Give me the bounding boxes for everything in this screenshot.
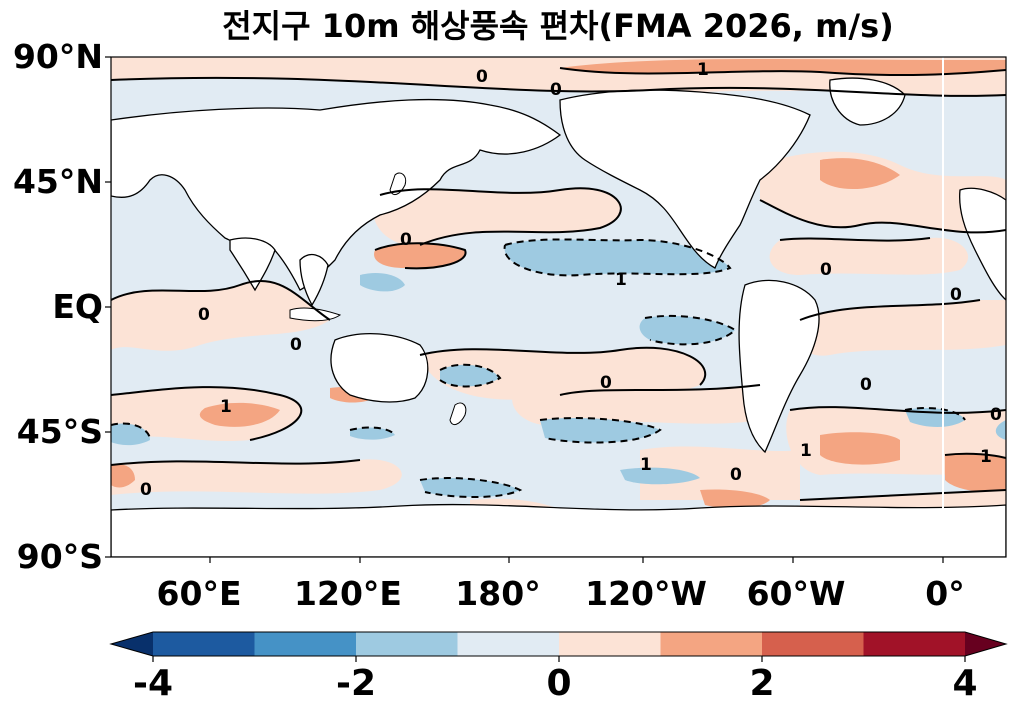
x-tick-label-60w: 60°W bbox=[746, 574, 846, 613]
contour-label: 0 bbox=[400, 230, 412, 250]
colorbar-segment bbox=[762, 632, 864, 656]
colorbar-label-0: 0 bbox=[546, 663, 572, 704]
contour-label-secondary: 1 bbox=[800, 441, 812, 461]
land-masses bbox=[111, 77, 1006, 557]
contour-label-secondary: 1 bbox=[980, 447, 992, 467]
colorbar-extend-over bbox=[965, 632, 1006, 656]
continent-australia bbox=[330, 333, 429, 403]
continent-africa-east bbox=[959, 187, 1006, 301]
colorbar-segment bbox=[660, 632, 762, 656]
continent-southeast-asia bbox=[299, 253, 329, 307]
x-tick-label-60e: 60°E bbox=[156, 574, 242, 613]
continent-greenland bbox=[829, 77, 906, 126]
colorbar-segment bbox=[457, 632, 559, 656]
contour-label-secondary: 1 bbox=[220, 397, 232, 417]
continent-north-america bbox=[559, 89, 811, 269]
contour-label: 0 bbox=[730, 465, 742, 485]
continent-new-zealand bbox=[449, 402, 467, 426]
x-tick-label-0: 0° bbox=[925, 574, 965, 613]
contour-label: 0 bbox=[990, 405, 1002, 425]
moderate-negative-anomalies bbox=[111, 239, 1006, 497]
map-title: 전지구 10m 해상풍속 편차(FMA 2026, m/s) bbox=[222, 7, 894, 45]
colorbar-label-minus-4: -4 bbox=[133, 663, 173, 704]
contour-label: 0 bbox=[198, 305, 210, 325]
contour-label: 0 bbox=[950, 285, 962, 305]
y-tick-label-45s: 45°S bbox=[16, 412, 103, 451]
colorbar-segment bbox=[153, 632, 255, 656]
colorbar-segment bbox=[863, 632, 965, 656]
x-tick-label-120w: 120°W bbox=[585, 574, 707, 613]
contour-label: 0 bbox=[600, 373, 612, 393]
continent-antarctica bbox=[111, 503, 1006, 557]
x-tick-label-120e: 120°E bbox=[294, 574, 402, 613]
contour-label: 0 bbox=[820, 260, 832, 280]
contour-label: 0 bbox=[550, 80, 562, 100]
contour-label: 0 bbox=[290, 335, 302, 355]
contour-label-secondary: 1 bbox=[615, 270, 627, 290]
y-tick-label-eq: EQ bbox=[52, 287, 103, 326]
x-axis-ticks bbox=[209, 557, 944, 563]
x-tick-label-180: 180° bbox=[455, 574, 541, 613]
y-axis-ticks bbox=[105, 56, 111, 558]
continent-south-america bbox=[738, 279, 820, 454]
colorbar-label-4: 4 bbox=[952, 663, 978, 704]
continent-india bbox=[229, 237, 276, 292]
contour-label-secondary: 1 bbox=[640, 455, 652, 475]
contour-label-secondary: 1 bbox=[697, 60, 709, 80]
moderate-positive-anomalies bbox=[111, 59, 1006, 509]
continent-eurasia-africa bbox=[111, 98, 562, 291]
y-tick-label-90s: 90°S bbox=[16, 537, 103, 576]
colorbar-segment bbox=[559, 632, 661, 656]
contour-label: 0 bbox=[140, 480, 152, 500]
colorbar bbox=[109, 631, 1008, 662]
colorbar-segment bbox=[254, 632, 356, 656]
colorbar-label-2: 2 bbox=[749, 663, 775, 704]
anomaly-contours bbox=[111, 67, 1006, 501]
contour-label: 0 bbox=[860, 375, 872, 395]
map-plot-area: 0 0 0 0 0 0 0 0 0 0 0 0 1 1 1 1 1 1 bbox=[111, 57, 1006, 557]
colorbar-extend-under bbox=[111, 632, 153, 656]
colorbar-segment bbox=[356, 632, 458, 656]
colorbar-label-minus-2: -2 bbox=[336, 663, 376, 704]
contour-labels: 0 0 0 0 0 0 0 0 0 0 0 0 1 1 1 1 1 1 bbox=[140, 60, 1002, 500]
y-tick-label-90n: 90°N bbox=[12, 37, 103, 76]
y-tick-label-45n: 45°N bbox=[12, 162, 103, 201]
continent-japan bbox=[389, 172, 407, 196]
contour-label: 0 bbox=[476, 67, 488, 87]
